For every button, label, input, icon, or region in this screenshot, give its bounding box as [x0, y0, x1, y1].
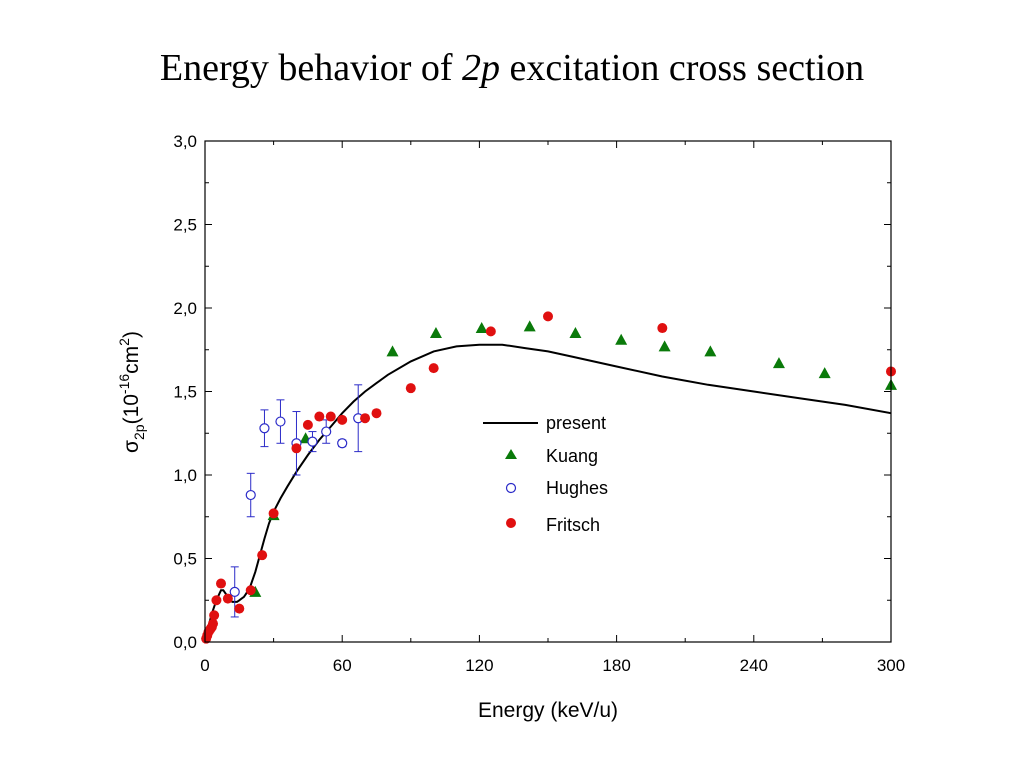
- fritsch-point: [337, 414, 348, 425]
- y-tick-label: 2,5: [173, 216, 197, 235]
- y-tick-label: 0,0: [173, 633, 197, 652]
- axis-ticks: [204, 140, 892, 643]
- hughes-point: [259, 423, 270, 434]
- fritsch-point: [543, 311, 553, 322]
- hughes-point: [321, 426, 332, 437]
- fritsch-point: [257, 550, 268, 561]
- x-tick-label: 60: [333, 656, 352, 675]
- fritsch-point: [209, 610, 220, 621]
- kuang-point: [704, 345, 717, 357]
- kuang-point: [523, 320, 536, 332]
- fritsch-point: [428, 363, 439, 374]
- x-tick-label: 180: [602, 656, 630, 675]
- y-tick-label: 0,5: [173, 550, 197, 569]
- kuang-point: [772, 357, 785, 369]
- y-label-sigma: σ: [120, 440, 143, 453]
- fritsch-point: [245, 585, 256, 596]
- hughes-point: [275, 416, 286, 427]
- legend: present Kuang Hughes Fritsch: [483, 413, 608, 535]
- fritsch-point: [268, 508, 279, 519]
- fritsch-point: [657, 323, 668, 334]
- plot-frame: [204, 140, 892, 643]
- fritsch-point: [222, 593, 233, 604]
- data-marks: [201, 311, 897, 644]
- kuang-point: [658, 340, 671, 352]
- kuang-point: [818, 367, 831, 379]
- slide-title-post: excitation cross section: [500, 47, 865, 89]
- slide-title: Energy behavior of 2p excitation cross s…: [0, 46, 1024, 90]
- kuang-point: [386, 345, 399, 357]
- svg-text:σ2p(10-16cm2): σ2p(10-16cm2): [116, 331, 147, 453]
- fritsch-point: [485, 326, 496, 337]
- legend-kuang-label: Kuang: [546, 446, 598, 466]
- fritsch-point: [371, 408, 382, 419]
- y-tick-label: 2,0: [173, 299, 197, 318]
- legend-hughes-label: Hughes: [546, 478, 608, 498]
- kuang-point: [429, 327, 442, 339]
- fritsch-point: [302, 419, 313, 430]
- x-axis-label: Energy (keV/u): [478, 699, 618, 722]
- y-tick-label: 1,5: [173, 383, 197, 402]
- fritsch-point: [208, 618, 219, 629]
- legend-hughes-swatch: [505, 482, 517, 494]
- fritsch-point: [211, 595, 222, 606]
- x-tick-label: 300: [877, 656, 905, 675]
- y-label-close: ): [120, 331, 143, 338]
- legend-fritsch-label: Fritsch: [546, 515, 600, 535]
- y-tick-label: 3,0: [173, 132, 197, 151]
- hughes-point: [245, 489, 256, 501]
- legend-present-label: present: [546, 413, 606, 433]
- fritsch-point: [291, 443, 302, 454]
- slide-title-emphasis: 2p: [462, 47, 501, 89]
- x-tick-label: 0: [200, 656, 209, 675]
- hughes-point: [307, 436, 318, 447]
- hughes-point: [337, 438, 348, 449]
- y-label-exponent: -16: [116, 374, 132, 394]
- x-tick-label: 120: [465, 656, 493, 675]
- present-curve: [204, 343, 892, 643]
- legend-fritsch-swatch: [506, 518, 516, 528]
- kuang-point: [475, 322, 488, 334]
- fritsch-point: [405, 383, 416, 394]
- slide-title-pre: Energy behavior of: [159, 47, 463, 89]
- y-label-unit-exponent: 2: [116, 338, 132, 346]
- fritsch-point: [314, 411, 325, 422]
- y-label-unit: cm: [120, 346, 143, 374]
- x-tick-label: 240: [740, 656, 768, 675]
- y-label-subscript: 2p: [131, 424, 147, 440]
- tick-labels: 0 60 120 180 240 300 0,0 0,5 1,0 1,5 2,0 2,5 3,0: [173, 132, 905, 675]
- fritsch-point: [360, 413, 371, 424]
- y-tick-label: 1,0: [173, 466, 197, 485]
- y-label-open: (10: [120, 394, 143, 424]
- legend-kuang-swatch: [505, 449, 517, 459]
- hughes-point: [229, 586, 240, 598]
- fritsch-point: [325, 411, 336, 422]
- y-axis-label: σ2p(10-16cm2): [116, 331, 147, 453]
- kuang-point: [569, 327, 582, 339]
- fritsch-point: [234, 603, 245, 614]
- kuang-point: [615, 333, 628, 345]
- fritsch-point: [216, 578, 227, 589]
